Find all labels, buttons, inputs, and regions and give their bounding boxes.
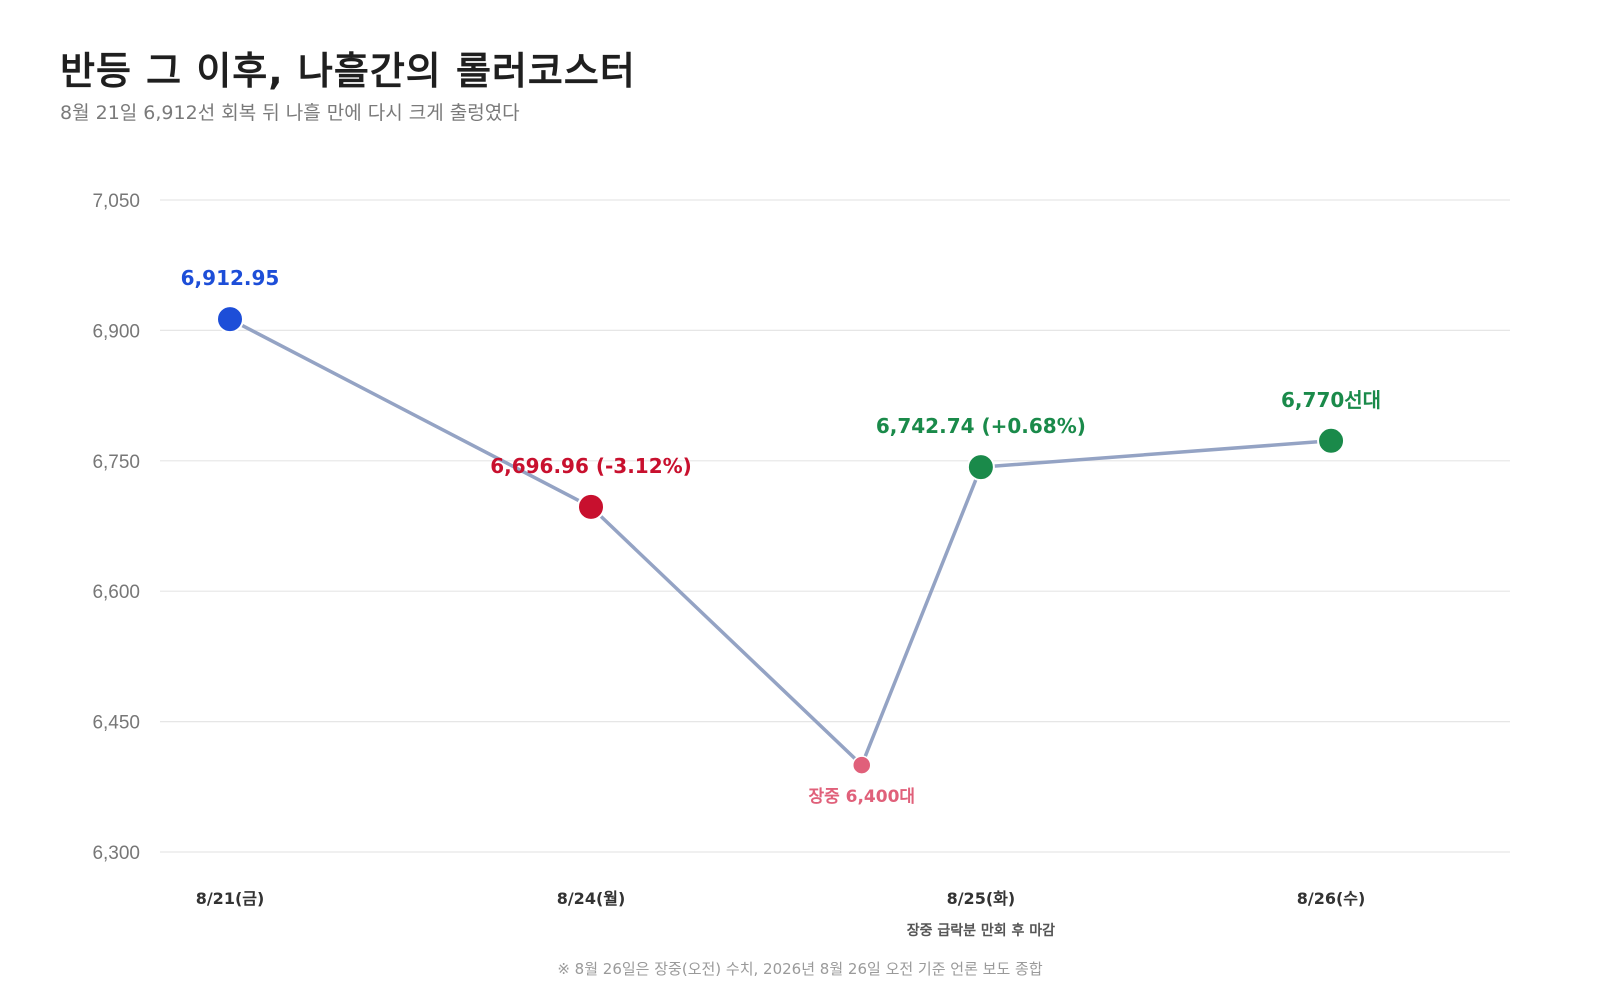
series-line bbox=[228, 317, 1333, 767]
data-label: 6,742.74 (+0.68%) bbox=[876, 414, 1086, 438]
data-point bbox=[966, 453, 995, 482]
x-tick-label: 8/26(수) bbox=[1297, 889, 1366, 908]
x-tick-label: 8/21(금) bbox=[196, 889, 265, 908]
y-tick-label: 7,050 bbox=[92, 191, 140, 212]
data-points bbox=[216, 305, 1346, 775]
data-point bbox=[852, 755, 872, 775]
data-label: 장중 6,400대 bbox=[808, 787, 915, 807]
data-point bbox=[216, 305, 244, 334]
data-label: 6,912.95 bbox=[181, 266, 280, 290]
data-labels: 6,912.95 6,696.96 (-3.12%) 장중 6,400대 6,742.… bbox=[181, 266, 1381, 807]
x-tick-label: 8/25(화) bbox=[947, 889, 1016, 908]
y-tick-label: 6,600 bbox=[92, 582, 140, 603]
footnote: ※ 8월 26일은 장중(오전) 수치, 2026년 8월 26일 오전 기준 … bbox=[557, 960, 1043, 978]
y-tick-label: 6,300 bbox=[92, 843, 140, 864]
x-axis-ticks: 8/21(금) 8/24(월) 8/25(화) 8/26(수) 장중 급락분 만회 후 … bbox=[196, 889, 1366, 939]
y-tick-label: 6,450 bbox=[92, 713, 140, 734]
data-label: 6,770선대 bbox=[1281, 388, 1381, 412]
series-polyline bbox=[228, 317, 1333, 767]
y-tick-label: 6,900 bbox=[92, 321, 140, 342]
data-point bbox=[1317, 426, 1346, 455]
chart-title: 반등 그 이후, 나흘간의 롤러코스터 bbox=[60, 49, 636, 93]
gridlines bbox=[160, 199, 1510, 853]
y-axis-ticks: 6,300 6,450 6,600 6,750 6,900 7,050 bbox=[92, 191, 140, 864]
data-label: 6,696.96 (-3.12%) bbox=[490, 454, 692, 478]
x-tick-label: 8/24(월) bbox=[557, 889, 626, 908]
x-annotation: 장중 급락분 만회 후 마감 bbox=[907, 922, 1055, 939]
data-point bbox=[577, 492, 605, 521]
chart-subtitle: 8월 21일 6,912선 회복 뒤 나흘 만에 다시 크게 출렁였다 bbox=[60, 102, 520, 124]
y-tick-label: 6,750 bbox=[92, 452, 140, 473]
